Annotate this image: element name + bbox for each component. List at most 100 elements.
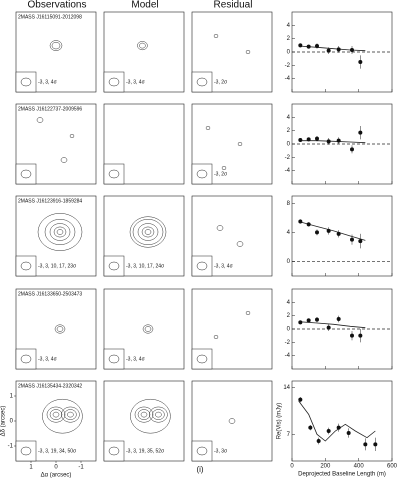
y-tick-label: -1 bbox=[8, 444, 14, 450]
beam-box bbox=[15, 348, 37, 370]
beam-box bbox=[103, 163, 125, 185]
data-point bbox=[326, 429, 331, 433]
contour bbox=[49, 40, 63, 51]
contour bbox=[139, 42, 146, 49]
contour bbox=[155, 411, 162, 418]
image-panel bbox=[191, 11, 273, 93]
data-point bbox=[336, 425, 341, 430]
y-tick-label: -2 bbox=[285, 155, 291, 161]
beam-box bbox=[15, 440, 37, 462]
beam bbox=[108, 446, 120, 456]
contour bbox=[46, 406, 66, 423]
data-point bbox=[306, 222, 311, 227]
beam bbox=[20, 354, 32, 364]
contour-levels: -3, 3σ bbox=[214, 448, 228, 454]
beam bbox=[196, 354, 208, 364]
data-point bbox=[315, 317, 319, 322]
contour bbox=[144, 229, 152, 235]
object-name: 2MASS J16123916-1859284 bbox=[18, 198, 82, 204]
y-tick-label: 2 bbox=[287, 313, 291, 319]
data-point bbox=[298, 320, 303, 325]
data-point bbox=[358, 60, 363, 64]
y-tick-label: -2 bbox=[285, 63, 291, 69]
data-point bbox=[306, 318, 311, 323]
image-panel bbox=[15, 11, 97, 93]
data-point bbox=[336, 138, 341, 143]
contour bbox=[52, 411, 60, 418]
caption: (i) bbox=[196, 465, 203, 474]
x-axis-label: Deprojected Baseline Length (m) bbox=[298, 472, 386, 478]
contour bbox=[137, 409, 151, 420]
contour bbox=[67, 411, 74, 418]
data-point bbox=[308, 425, 313, 430]
image-panel bbox=[103, 195, 185, 277]
contour bbox=[228, 418, 236, 424]
plot-frame bbox=[291, 380, 393, 462]
contour bbox=[134, 406, 154, 423]
object-name: 2MASS J16115091-2012098 bbox=[18, 14, 82, 20]
data-point bbox=[306, 44, 311, 49]
y-tick-label: 4 bbox=[287, 230, 291, 236]
model-line bbox=[298, 321, 366, 329]
contour-levels: -3, 2σ bbox=[214, 171, 228, 177]
beam bbox=[20, 77, 32, 87]
contour bbox=[49, 409, 63, 420]
y-tick-label: 4 bbox=[287, 115, 291, 121]
beam-box bbox=[103, 440, 125, 462]
x-tick-label: 0 bbox=[54, 465, 58, 471]
y-tick-label: -2 bbox=[285, 340, 291, 346]
contour-levels: -3, 3, 4σ bbox=[126, 356, 146, 362]
y-tick-label: 8 bbox=[287, 201, 291, 207]
contour bbox=[144, 326, 152, 332]
contour bbox=[141, 226, 155, 238]
contour bbox=[245, 311, 251, 315]
data-point bbox=[350, 147, 354, 152]
contour-levels: -3, 2σ bbox=[214, 79, 228, 85]
data-point bbox=[298, 219, 303, 224]
object-name: 2MASS J16135434-2320342 bbox=[18, 383, 82, 389]
y-tick-label: 0 bbox=[287, 259, 291, 265]
image-panel bbox=[15, 195, 97, 277]
contour bbox=[37, 213, 83, 251]
contour bbox=[221, 166, 227, 170]
beam bbox=[108, 169, 120, 179]
y-tick-label: -4 bbox=[285, 353, 291, 359]
beam bbox=[196, 446, 208, 456]
contour bbox=[61, 406, 80, 423]
data-point bbox=[298, 397, 303, 402]
data-point bbox=[358, 239, 363, 244]
column-header: Model bbox=[131, 0, 158, 11]
contour-levels: -3, 3, 4σ bbox=[126, 79, 146, 85]
beam bbox=[108, 77, 120, 87]
y-tick-label: -4 bbox=[285, 168, 291, 174]
contour bbox=[140, 411, 148, 418]
image-panel bbox=[191, 288, 273, 370]
column-header: Observations bbox=[28, 0, 87, 11]
contour bbox=[236, 241, 244, 247]
y-tick-label: 4 bbox=[287, 300, 291, 306]
contour bbox=[216, 225, 224, 231]
contour bbox=[149, 406, 168, 423]
contour-levels: -3, 3, 19, 35, 52σ bbox=[126, 448, 165, 454]
beam bbox=[20, 446, 32, 456]
model-line bbox=[298, 45, 366, 52]
image-panel bbox=[191, 380, 273, 462]
contour bbox=[137, 41, 148, 51]
contour bbox=[60, 157, 68, 163]
beam-box bbox=[191, 255, 213, 277]
y-axis-label: Re(Vis) (mJy) bbox=[277, 403, 283, 440]
x-tick-label: 600 bbox=[387, 464, 398, 470]
contour-levels: -3, 3, 4σ bbox=[214, 263, 234, 269]
x-tick-label: 1 bbox=[29, 465, 33, 471]
contour-levels: -3, 3, 10, 17, 24σ bbox=[126, 263, 165, 269]
image-panel bbox=[15, 288, 97, 370]
data-point bbox=[315, 136, 319, 141]
x-tick-label: 400 bbox=[354, 464, 365, 470]
beam bbox=[108, 261, 120, 271]
plot-frame bbox=[291, 195, 393, 277]
beam bbox=[20, 261, 32, 271]
contour-levels: -3, 3, 19, 34, 50σ bbox=[38, 448, 77, 454]
model-line bbox=[298, 140, 366, 144]
model-line bbox=[298, 400, 376, 442]
